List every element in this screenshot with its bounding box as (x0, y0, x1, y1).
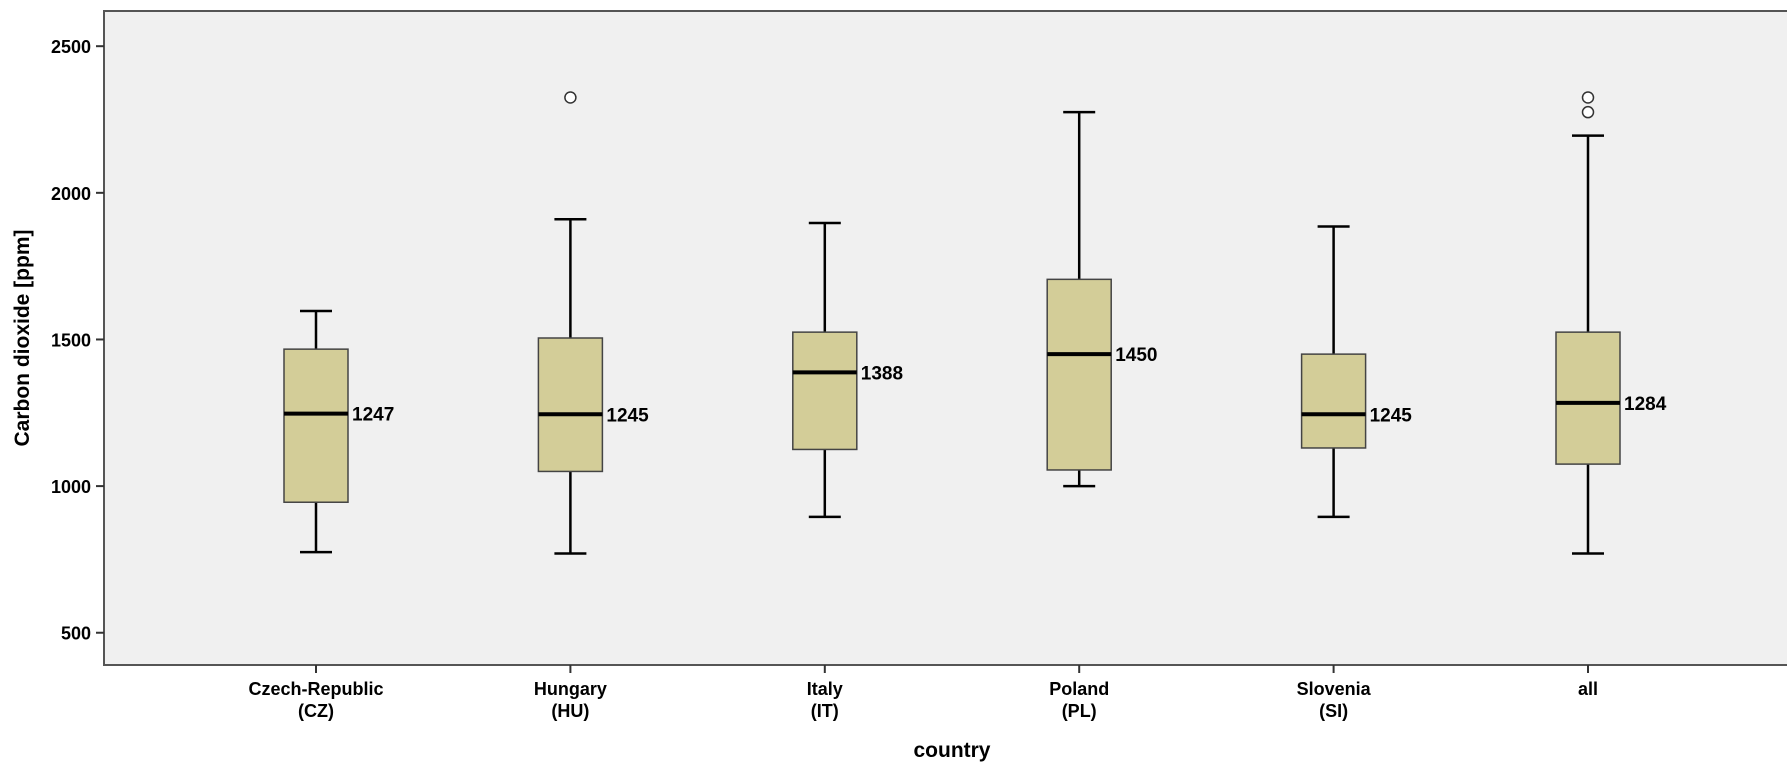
box-group: 1245 (537, 91, 649, 555)
iqr-box (283, 348, 349, 503)
y-tick-label: 1000 (51, 477, 91, 497)
boxes: 1247 1245 1388 1450 1245 1284 (283, 91, 1667, 555)
median-value-label: 1245 (606, 405, 649, 426)
y-axis-title: Carbon dioxide [ppm] (11, 230, 34, 447)
category-label-code: (CZ) (298, 701, 334, 721)
iqr-box (1300, 353, 1367, 449)
median-value-label: 1388 (861, 363, 903, 384)
box-group: 1450 (1046, 110, 1157, 488)
y-tick-label: 2000 (51, 184, 91, 204)
iqr-box (1555, 331, 1621, 465)
median-value-label: 1247 (352, 405, 394, 426)
box-group: 1388 (792, 221, 903, 519)
y-tick-label: 500 (61, 624, 91, 644)
category-label-code: (SI) (1319, 701, 1348, 721)
category-label: all (1578, 679, 1598, 699)
box-group: 1247 (283, 309, 394, 554)
category-label: Czech-Republic (248, 679, 383, 699)
x-axis: Czech-Republic(CZ) Hungary(HU) Italy(IT) Po… (248, 665, 1598, 721)
outlier-point (1581, 105, 1595, 119)
category-label: Poland (1049, 679, 1109, 699)
y-tick-label: 2500 (51, 37, 91, 57)
median-value-label: 1450 (1115, 345, 1157, 366)
category-label-code: (IT) (811, 701, 839, 721)
outlier-point (1581, 91, 1595, 104)
category-label-code: (PL) (1062, 701, 1097, 721)
category-label-code: (HU) (551, 701, 589, 721)
median-value-label: 1284 (1624, 394, 1667, 415)
box-group: 1245 (1300, 225, 1413, 519)
plot-area (103, 10, 1787, 666)
iqr-box (537, 337, 604, 473)
iqr-box (792, 331, 858, 451)
median-value-label: 1245 (1370, 405, 1413, 426)
iqr-box (1046, 278, 1112, 471)
y-axis: 500 1000 1500 2000 2500 (51, 37, 104, 644)
x-axis-title: country (913, 739, 990, 762)
y-tick-label: 1500 (51, 330, 91, 350)
category-label: Italy (807, 679, 843, 699)
category-label: Slovenia (1297, 679, 1372, 699)
outlier-point (564, 91, 577, 104)
category-label: Hungary (534, 679, 607, 699)
box-group: 1284 (1555, 91, 1667, 555)
